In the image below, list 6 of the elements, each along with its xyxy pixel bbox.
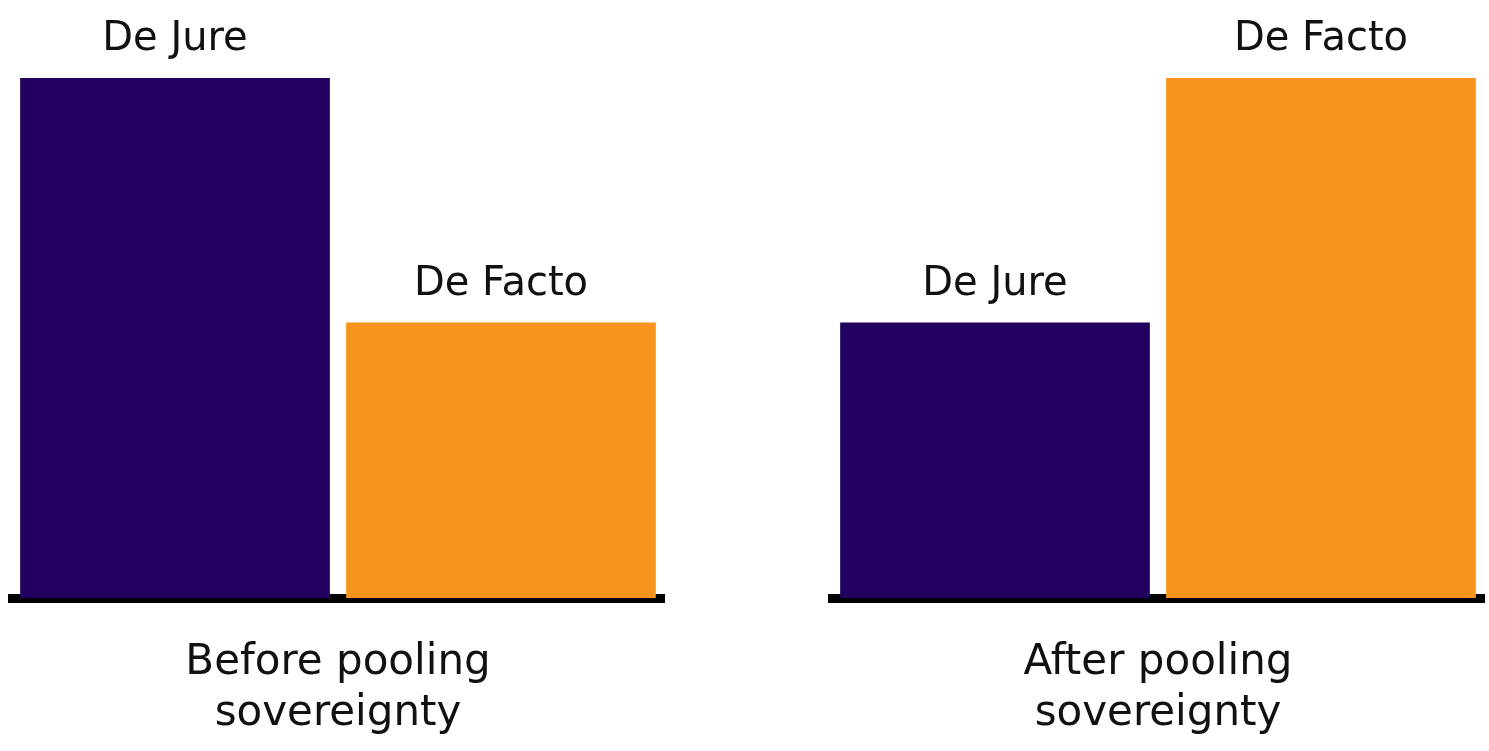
x-axis-title: After pooling sovereignty xyxy=(1023,635,1293,735)
x-tick-label: De Jure xyxy=(102,13,248,60)
x-tick-label: De Facto xyxy=(413,257,589,304)
x-tick-label: De Facto xyxy=(1233,13,1409,60)
x-tick-label: De Jure xyxy=(922,257,1068,304)
x-axis-title: Before pooling sovereignty xyxy=(185,635,491,735)
